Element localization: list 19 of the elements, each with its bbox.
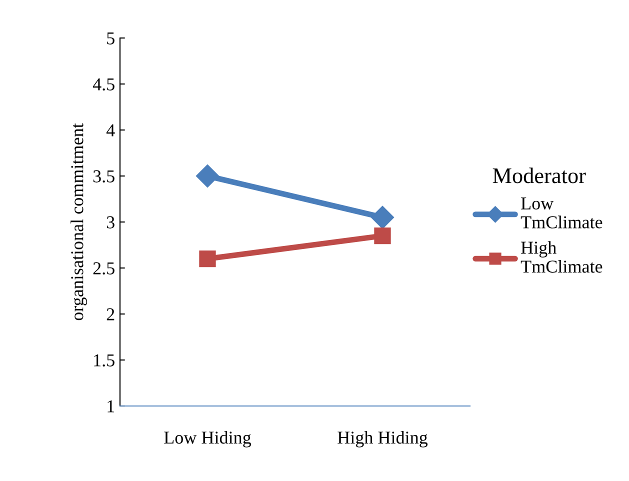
x-tick-label: High Hiding <box>338 431 428 448</box>
y-tick-label: 3.5 <box>93 170 114 183</box>
point <box>196 164 219 188</box>
legend-label: High TmClimate <box>520 241 602 273</box>
y-tick-label: 1 <box>108 400 114 412</box>
y-tick-label: 5 <box>107 32 114 44</box>
point <box>371 206 394 229</box>
y-tick-label: 4.5 <box>92 78 114 91</box>
y-tick-label: 2.5 <box>93 262 114 275</box>
y-tick-label: 2 <box>106 308 114 320</box>
point <box>199 250 216 268</box>
y-tick-label: 4 <box>106 124 115 136</box>
legend-label: Low TmClimate <box>520 198 602 228</box>
y-axis-title: organisational commitment <box>70 123 88 320</box>
x-tick-label: Low Hiding <box>164 431 252 448</box>
point <box>374 227 391 244</box>
y-tick-label: 1.5 <box>94 354 114 367</box>
y-tick-label: 3 <box>106 216 114 228</box>
legend-title: Moderator <box>492 168 586 184</box>
